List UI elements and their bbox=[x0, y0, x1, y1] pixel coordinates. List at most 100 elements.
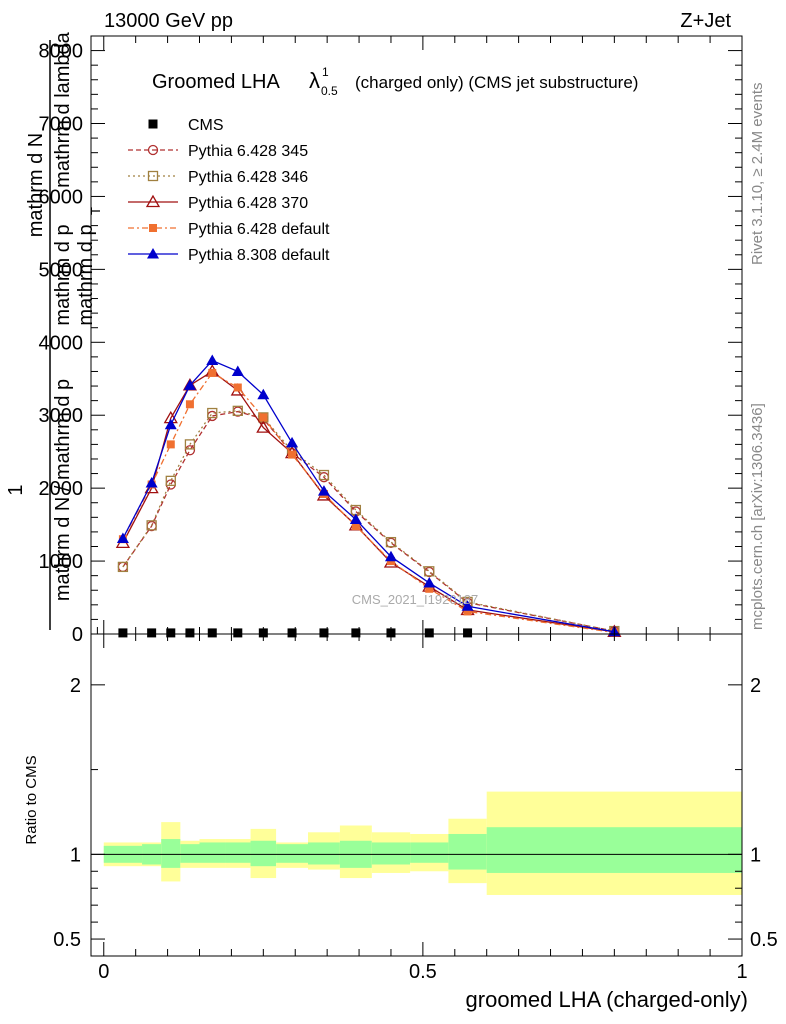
series-line-pythia-8-308-default bbox=[122, 359, 615, 633]
series-line-pythia-6-428-346 bbox=[122, 410, 615, 632]
data-point-cms bbox=[118, 628, 128, 638]
data-point-pythia-6-428-default bbox=[288, 450, 297, 459]
data-point-cms bbox=[233, 628, 243, 638]
data-point-pythia-8-308-default bbox=[349, 513, 362, 525]
data-point-pythia-8-308-default bbox=[183, 379, 196, 390]
ratio-ytick-label-left: 1 bbox=[70, 844, 81, 866]
data-point-pythia-6-428-346 bbox=[318, 469, 330, 481]
data-point-pythia-8-308-default bbox=[384, 550, 397, 562]
main-ylabel: 1 mathrm d N mathrm d N / mathrm d p mat… bbox=[5, 31, 103, 630]
data-point-pythia-8-308-default bbox=[231, 365, 244, 376]
data-point-pythia-6-428-346 bbox=[165, 475, 176, 487]
ratio-ytick-label-right: 2 bbox=[750, 675, 761, 697]
data-point-pythia-8-308-default bbox=[145, 477, 158, 488]
title-sup: 1 bbox=[322, 65, 329, 79]
legend-label-pythia-6-428-346: Pythia 6.428 346 bbox=[188, 169, 308, 186]
ylabel-numerator: mathrm d N bbox=[25, 133, 47, 237]
data-point-pythia-6-428-346 bbox=[117, 561, 129, 573]
data-point-pythia-6-428-346 bbox=[207, 407, 218, 419]
data-point-pythia-6-428-default bbox=[351, 522, 360, 531]
data-point-cms bbox=[319, 628, 329, 638]
ratio-panel: 0.5 0.5 1 1 2 2 Ratio to CMS bbox=[23, 633, 778, 957]
legend-marker-pythia-6-428-370 bbox=[145, 194, 161, 208]
data-point-pythia-6-428-346 bbox=[184, 439, 196, 450]
ratio-stat-band bbox=[250, 840, 277, 867]
data-point-pythia-6-428-default bbox=[166, 440, 175, 449]
mcplots-label: mcplots.cern.ch [arXiv:1306.3436] bbox=[749, 403, 766, 630]
ratio-stat-band bbox=[161, 839, 181, 868]
rivet-label: Rivet 3.1.10, ≥ 2.4M events bbox=[749, 83, 766, 266]
data-point-cms bbox=[287, 628, 297, 638]
title-rest: (charged only) (CMS jet substructure) bbox=[355, 73, 638, 92]
ratio-axis-ticks: 0.5 0.5 1 1 2 2 bbox=[53, 675, 778, 951]
header-energy-label: 13000 GeV pp bbox=[104, 10, 233, 32]
data-point-cms bbox=[166, 628, 176, 638]
ratio-ytick-label-left: 0.5 bbox=[53, 929, 81, 951]
legend: CMS Pythia 6.428 345 Pythia 6.428 346 Pythi… bbox=[128, 117, 330, 264]
ratio-stat-band bbox=[308, 842, 340, 865]
data-point-cms bbox=[351, 628, 361, 638]
data-point-pythia-6-428-346 bbox=[385, 536, 397, 548]
ratio-bands bbox=[103, 791, 742, 895]
xtick-label: 1 bbox=[736, 961, 747, 983]
ratio-stat-band bbox=[486, 827, 742, 873]
data-point-pythia-6-428-346 bbox=[232, 405, 243, 416]
ratio-ytick-label-right: 0.5 bbox=[750, 929, 778, 951]
ratio-ylabel: Ratio to CMS bbox=[23, 755, 40, 844]
ratio-ytick-label-left: 2 bbox=[70, 675, 81, 697]
data-point-pythia-8-308-default bbox=[461, 600, 474, 611]
ratio-ytick-label-right: 1 bbox=[750, 844, 761, 866]
ylabel-denominator-4: mathrm d lambda bbox=[52, 31, 74, 187]
header-process-label: Z+Jet bbox=[680, 10, 731, 32]
data-point-cms bbox=[147, 628, 157, 638]
series-line-pythia-6-428-370 bbox=[122, 370, 615, 633]
watermark: CMS_2021_I1920187 bbox=[352, 592, 479, 607]
data-point-pythia-6-428-346 bbox=[146, 520, 157, 531]
data-point-pythia-6-428-default bbox=[185, 400, 194, 409]
legend-marker-pythia-6-428-346 bbox=[147, 170, 159, 182]
ratio-stat-band bbox=[371, 842, 411, 865]
legend-marker-pythia-8-308-default bbox=[147, 248, 159, 259]
data-point-pythia-6-428-default bbox=[208, 368, 217, 377]
title-lambda: λ bbox=[309, 68, 320, 93]
data-point-pythia-8-308-default bbox=[206, 354, 219, 366]
legend-marker-pythia-6-428-345 bbox=[147, 144, 159, 156]
xtick-label: 0.5 bbox=[409, 961, 437, 983]
data-point-pythia-8-308-default bbox=[423, 576, 436, 588]
data-point-pythia-8-308-default bbox=[116, 532, 129, 543]
data-point-cms bbox=[185, 628, 195, 638]
data-point-pythia-6-428-default bbox=[259, 413, 268, 422]
ratio-frame bbox=[90, 633, 743, 957]
legend-label-pythia-6-428-370: Pythia 6.428 370 bbox=[188, 195, 308, 212]
x-axis-ticks: 0 0.5 1 bbox=[96, 36, 748, 983]
xtick-label: 0 bbox=[98, 961, 109, 983]
x-axis-label: groomed LHA (charged-only) bbox=[466, 987, 748, 1012]
legend-label-pythia-8-308-default: Pythia 8.308 default bbox=[188, 247, 330, 264]
ylabel-one: 1 bbox=[5, 484, 27, 495]
data-point-pythia-6-428-345 bbox=[184, 445, 196, 456]
svg-text:Groomed LHA: Groomed LHA bbox=[152, 71, 280, 93]
ratio-stat-band bbox=[180, 844, 200, 863]
data-point-pythia-8-308-default bbox=[317, 485, 330, 496]
title-main: Groomed LHA bbox=[152, 71, 280, 93]
data-point-pythia-6-428-default bbox=[233, 383, 242, 392]
data-point-pythia-8-308-default bbox=[286, 436, 299, 448]
legend-label-pythia-6-428-default: Pythia 6.428 default bbox=[188, 221, 330, 238]
ratio-stat-band bbox=[225, 842, 251, 863]
data-point-pythia-8-308-default bbox=[164, 418, 177, 430]
data-point-pythia-8-308-default bbox=[257, 388, 270, 400]
legend-label-cms: CMS bbox=[188, 117, 224, 134]
legend-marker-cms bbox=[148, 119, 158, 129]
data-point-pythia-6-428-370 bbox=[256, 420, 271, 433]
title-sub: 0.5 bbox=[321, 84, 338, 98]
ylabel-sub-t: T bbox=[88, 207, 103, 215]
ratio-stat-band bbox=[448, 833, 487, 870]
main-ytick-label: 4000 bbox=[39, 332, 84, 354]
data-point-pythia-6-428-default bbox=[463, 607, 472, 616]
series-line-pythia-6-428-default bbox=[122, 372, 615, 634]
data-point-pythia-6-428-346 bbox=[424, 566, 435, 577]
main-ytick-label: 0 bbox=[72, 624, 83, 646]
data-point-pythia-6-428-default bbox=[425, 584, 434, 593]
